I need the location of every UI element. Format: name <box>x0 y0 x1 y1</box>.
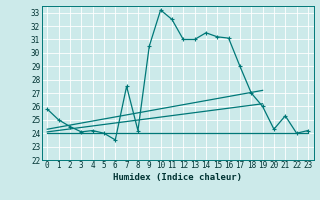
X-axis label: Humidex (Indice chaleur): Humidex (Indice chaleur) <box>113 173 242 182</box>
